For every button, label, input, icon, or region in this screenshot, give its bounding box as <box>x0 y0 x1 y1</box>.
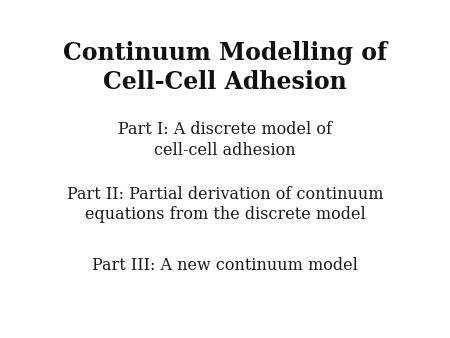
Text: Continuum Modelling of
Cell-Cell Adhesion: Continuum Modelling of Cell-Cell Adhesio… <box>63 41 387 94</box>
Text: Part III: A new continuum model: Part III: A new continuum model <box>92 257 358 274</box>
Text: Part I: A discrete model of
cell-cell adhesion: Part I: A discrete model of cell-cell ad… <box>118 121 332 159</box>
Text: Part II: Partial derivation of continuum
equations from the discrete model: Part II: Partial derivation of continuum… <box>67 186 383 223</box>
